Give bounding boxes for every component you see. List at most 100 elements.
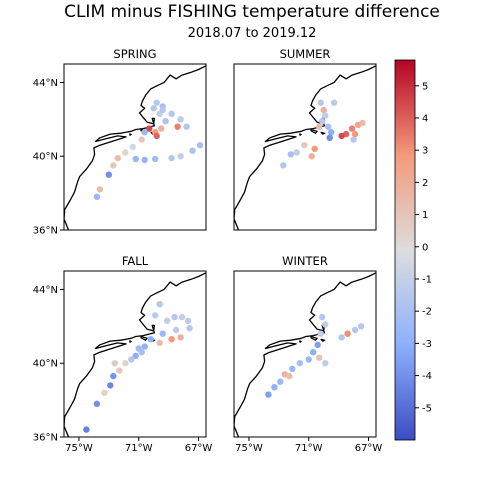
data-point <box>105 171 113 178</box>
colorbar-tick-label: -4 <box>422 371 432 382</box>
data-point <box>129 143 136 151</box>
panel-title: WINTER <box>282 254 328 268</box>
figure-subtitle: 2018.07 to 2019.12 <box>187 26 317 41</box>
data-point <box>325 123 332 130</box>
data-point <box>328 129 335 136</box>
data-point <box>177 116 184 123</box>
lon-tick-label: 67°W <box>355 443 383 454</box>
data-point <box>330 99 338 106</box>
lon-tick-label: 71°W <box>295 443 323 454</box>
data-point <box>168 336 175 343</box>
data-point <box>171 313 178 321</box>
data-point <box>287 151 294 158</box>
colorbar-tick-label: 5 <box>422 81 428 92</box>
data-point <box>174 123 181 130</box>
data-point <box>152 155 159 163</box>
island-outline <box>310 335 319 341</box>
colorbar-gradient <box>394 59 416 441</box>
data-point <box>141 156 148 164</box>
map-panel-winter: WINTER 75°W 71°W 67°W <box>233 254 383 454</box>
map-background <box>234 271 376 437</box>
coastline <box>64 65 206 230</box>
data-point <box>122 360 129 367</box>
colorbar-tick-label: -3 <box>422 339 432 350</box>
data-point <box>150 105 157 112</box>
data-point <box>159 330 166 337</box>
island-outline <box>140 335 149 341</box>
data-point <box>101 389 108 396</box>
data-point <box>310 349 317 356</box>
data-point <box>319 118 326 125</box>
colorbar-tick-label: -5 <box>422 403 432 414</box>
data-point <box>172 326 180 334</box>
map-frame <box>63 63 207 231</box>
data-point <box>177 334 184 341</box>
data-point <box>177 153 184 160</box>
data-point <box>338 132 345 140</box>
colorbar-tick-label: 4 <box>422 113 428 124</box>
coastline <box>234 65 376 230</box>
panel-title: SPRING <box>113 47 156 61</box>
data-point <box>186 325 193 332</box>
data-point <box>314 341 321 348</box>
data-point <box>110 162 117 169</box>
island-outline <box>128 133 133 137</box>
data-point <box>265 391 272 398</box>
colorbar-tick-label: 2 <box>422 178 428 189</box>
island-outline <box>320 338 326 342</box>
data-point <box>271 384 278 391</box>
data-point <box>308 153 315 160</box>
lat-tick-label: 44°N <box>33 78 58 89</box>
data-point <box>122 149 129 156</box>
island-outline <box>298 133 303 137</box>
data-point <box>322 321 329 328</box>
colorbar-tick-label: -1 <box>422 274 432 285</box>
data-point <box>110 372 117 380</box>
lat-tick-label: 44°N <box>33 285 58 296</box>
panel-title: SUMMER <box>280 47 331 61</box>
data-point <box>132 352 139 359</box>
data-point <box>156 301 163 308</box>
data-point <box>183 123 190 130</box>
lat-tick-label: 40°N <box>33 359 58 370</box>
data-point <box>168 154 175 162</box>
lon-tick-label: 75°W <box>65 443 93 454</box>
data-point <box>316 123 323 130</box>
data-point <box>141 129 148 136</box>
data-point <box>359 119 366 127</box>
data-point <box>322 112 329 119</box>
data-point <box>146 125 153 132</box>
data-point <box>93 193 101 200</box>
data-point <box>83 426 90 433</box>
map-panel-spring: SPRING 44°N 40°N 36°N <box>33 47 207 237</box>
island-outline <box>310 128 319 134</box>
lon-tick-label: 71°W <box>125 443 153 454</box>
data-point <box>178 313 186 321</box>
data-point <box>338 334 345 341</box>
data-point <box>116 367 123 374</box>
colorbar: 5 4 3 2 1 0 -1 -2 -3 -4 -5 <box>394 59 432 441</box>
data-point <box>162 118 169 125</box>
map-frame <box>233 270 377 438</box>
data-point <box>280 162 287 169</box>
coastline <box>234 272 376 437</box>
data-point <box>96 186 104 193</box>
data-point <box>348 125 356 132</box>
data-point <box>351 326 359 334</box>
lat-tick-label: 36°N <box>33 433 58 444</box>
panel-title: FALL <box>122 254 149 268</box>
island-outline <box>320 131 326 135</box>
data-point <box>132 155 139 163</box>
map-panel-fall: FALL 44°N 40°N 36°N 75°W 71°W 67°W <box>33 254 213 454</box>
data-point <box>322 360 329 367</box>
data-point <box>305 356 312 363</box>
data-point <box>344 330 351 337</box>
data-point <box>153 132 160 140</box>
data-point <box>320 106 327 114</box>
data-point <box>319 313 326 321</box>
data-point <box>184 317 192 324</box>
data-point <box>141 343 148 350</box>
data-point <box>326 134 333 141</box>
data-point <box>107 382 114 389</box>
data-point <box>152 312 159 319</box>
